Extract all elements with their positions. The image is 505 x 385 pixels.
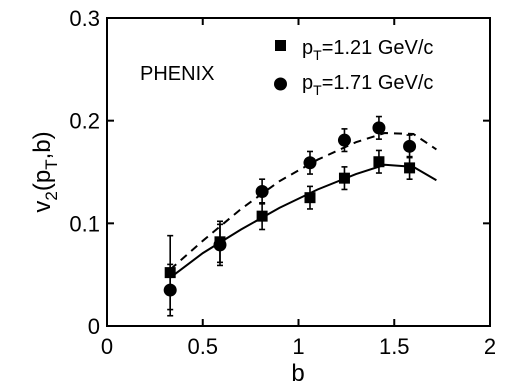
x-tick-label: 0.5 <box>187 334 218 359</box>
data-point-circle <box>303 156 317 170</box>
y-axis-title: v2(pT,b) <box>29 131 61 212</box>
data-point-square <box>256 210 268 222</box>
x-tick-label: 1 <box>292 334 304 359</box>
model-curves <box>169 131 437 279</box>
curve-dashed <box>169 131 437 271</box>
curve-solid <box>169 163 437 279</box>
legend-square-marker <box>275 40 286 51</box>
data-point-circle <box>372 121 386 135</box>
x-tick-label: 0 <box>101 334 113 359</box>
legend-entry-2: pT=1.71 GeV/c <box>274 72 433 98</box>
x-tick-label: 1.5 <box>379 334 410 359</box>
data-points <box>163 121 417 297</box>
x-axis-title: b <box>291 360 304 385</box>
y-tick-label: 0.2 <box>69 109 100 134</box>
data-point-square <box>404 162 416 174</box>
legend: pT=1.21 GeV/c pT=1.71 GeV/c <box>274 37 433 98</box>
data-point-square <box>373 156 385 168</box>
legend-entry-1: pT=1.21 GeV/c <box>275 37 433 63</box>
data-point-circle <box>337 133 351 147</box>
y-tick-label: 0 <box>88 314 100 339</box>
data-point-circle <box>163 283 177 297</box>
data-point-circle <box>403 139 417 153</box>
y-tick-label: 0.3 <box>69 6 100 31</box>
legend-circle-marker <box>274 77 287 91</box>
data-point-square <box>338 172 350 184</box>
data-point-square <box>164 267 176 279</box>
x-tick-label: 2 <box>484 334 496 359</box>
legend-label-1: pT=1.21 GeV/c <box>302 37 433 63</box>
data-point-circle <box>255 185 269 199</box>
error-bars <box>167 115 413 317</box>
data-point-circle <box>213 238 227 252</box>
y-axis-ticks: 0 0.1 0.2 0.3 <box>69 6 490 339</box>
y-tick-label: 0.1 <box>69 211 100 236</box>
legend-label-2: pT=1.71 GeV/c <box>302 72 433 98</box>
x-axis-ticks: 0 0.5 1 1.5 2 <box>101 18 496 359</box>
data-point-square <box>304 192 316 204</box>
annotation-label: PHENIX <box>140 63 214 85</box>
